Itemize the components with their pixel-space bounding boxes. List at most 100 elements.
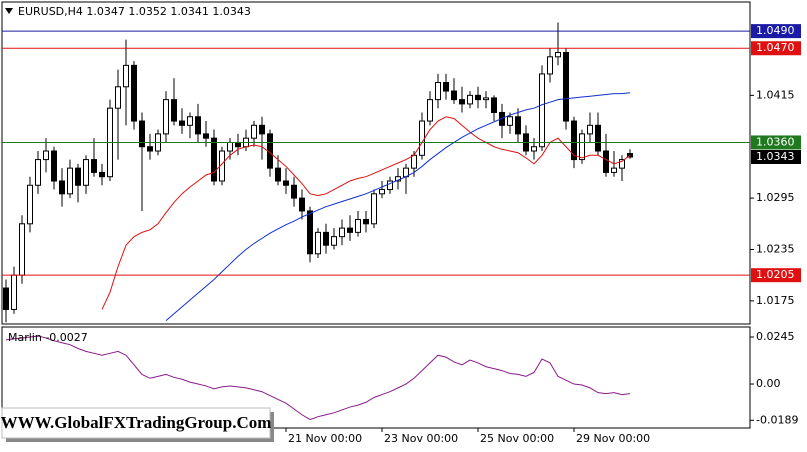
candle-body <box>475 94 481 101</box>
candle-body <box>147 146 153 152</box>
x-tick-label: 23 Nov 00:00 <box>384 432 458 445</box>
candle-body <box>131 64 137 122</box>
candle-body <box>331 236 337 246</box>
level-label-box <box>751 135 801 150</box>
candle-body <box>491 97 497 113</box>
level-label: 1.0470 <box>756 41 795 54</box>
indicator-line <box>5 335 631 421</box>
candle-body <box>299 197 305 212</box>
candle-body <box>99 171 105 178</box>
candle-body <box>323 231 329 246</box>
candle-body <box>435 82 441 101</box>
watermark-box <box>1 407 271 439</box>
candle-body <box>571 120 577 161</box>
level-label-box <box>751 24 801 39</box>
level-label: 1.0490 <box>756 24 795 37</box>
chart-title: EURUSD,H4 1.0347 1.0352 1.0341 1.0343 <box>18 5 251 18</box>
candle-body <box>595 124 601 152</box>
candle-body <box>75 167 81 186</box>
candle-body <box>587 124 593 135</box>
level-label-box <box>751 41 801 56</box>
candle-body <box>347 227 353 233</box>
candle-body <box>171 99 177 122</box>
y-tick-label: 1.0295 <box>756 191 795 204</box>
y-tick-label: 0.0245 <box>756 330 795 343</box>
candle-body <box>123 64 129 88</box>
candle-body <box>259 124 265 135</box>
candle-body <box>379 189 385 195</box>
candle-body <box>531 146 537 152</box>
level-label: 1.0205 <box>756 268 795 281</box>
moving-average <box>165 92 631 321</box>
candle-body <box>363 219 369 225</box>
candle-body <box>91 159 97 173</box>
candle-body <box>163 99 169 135</box>
candle-body <box>27 184 33 225</box>
candle-body <box>339 227 345 238</box>
candle-body <box>179 120 185 126</box>
candle-body <box>51 150 57 182</box>
moving-average <box>101 116 631 310</box>
candle-body <box>467 94 473 105</box>
candle-body <box>619 159 625 169</box>
candle-body <box>315 231 321 255</box>
x-tick-label: 25 Nov 00:00 <box>480 432 554 445</box>
candle-body <box>83 159 89 186</box>
candle-body <box>251 124 257 139</box>
candle-body <box>539 73 545 148</box>
candle-body <box>195 116 201 135</box>
candle-body <box>235 141 241 148</box>
indicator-title: Marlin -0.0027 <box>8 331 88 344</box>
candle-body <box>187 116 193 126</box>
x-tick-label: 21 Nov 00:00 <box>288 432 362 445</box>
candle-body <box>371 193 377 225</box>
candle-body <box>11 274 17 310</box>
candle-body <box>43 150 49 161</box>
candle-body <box>283 180 289 186</box>
candle-body <box>275 167 281 182</box>
y-tick-label: 1.0235 <box>756 242 795 255</box>
y-tick-label: 1.0175 <box>756 294 795 307</box>
candle-body <box>459 99 465 105</box>
last-price-box <box>751 150 801 165</box>
candle-body <box>227 141 233 152</box>
watermark: WWW.GlobalFXTradingGroup.Com <box>1 413 272 432</box>
candle-body <box>19 223 25 276</box>
candle-body <box>35 159 41 186</box>
main-pane <box>1 1 751 325</box>
candle-body <box>579 133 585 161</box>
candle-body <box>355 219 361 233</box>
level-label: 1.0360 <box>756 135 795 148</box>
candle-body <box>411 154 417 169</box>
candle-body <box>387 180 393 191</box>
y-tick-label: -0.0189 <box>756 413 798 426</box>
candle-body <box>67 167 73 195</box>
y-tick-label: 1.0415 <box>756 88 795 101</box>
candle-body <box>611 167 617 173</box>
candle-body <box>563 52 569 122</box>
candle-body <box>451 90 457 101</box>
y-tick-label: 0.00 <box>756 377 781 390</box>
candle-body <box>603 150 609 173</box>
x-tick-label: 29 Nov 00:00 <box>576 432 650 445</box>
candle-body <box>291 184 297 199</box>
candle-body <box>515 116 521 135</box>
candle-body <box>307 210 313 255</box>
candle-body <box>115 86 121 109</box>
candle-body <box>419 120 425 156</box>
candle-body <box>211 137 217 182</box>
last-price-label: 1.0343 <box>756 150 795 163</box>
candle-body <box>427 99 433 122</box>
candle-body <box>3 287 9 310</box>
candle-body <box>555 52 561 58</box>
level-label-box <box>751 268 801 283</box>
candle-body <box>443 82 449 92</box>
candle-body <box>483 97 489 101</box>
indicator-pane <box>1 326 751 429</box>
candle-body <box>139 120 145 148</box>
candle-body <box>547 56 553 75</box>
candle-body <box>59 180 65 195</box>
candle-body <box>507 116 513 126</box>
